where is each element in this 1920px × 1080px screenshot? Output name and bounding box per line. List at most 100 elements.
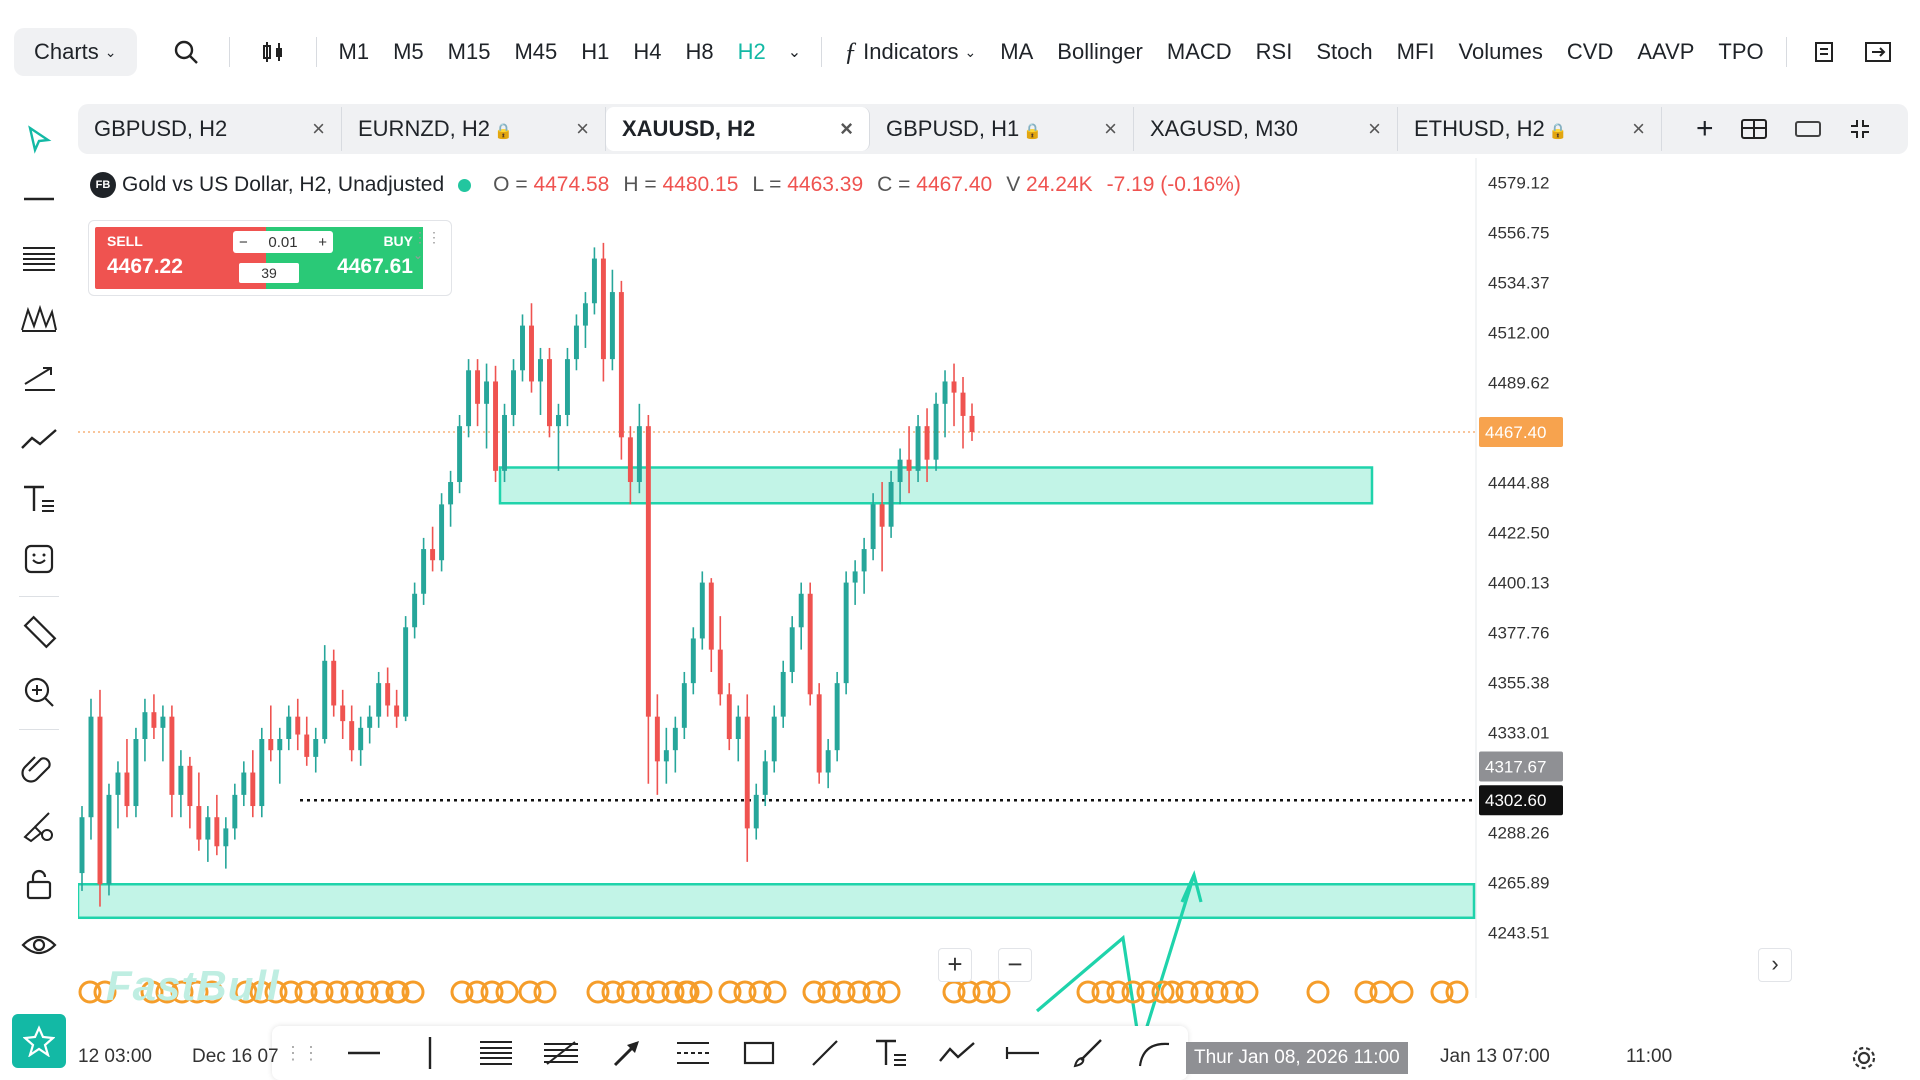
timeframe-m15[interactable]: M15 [447, 39, 491, 64]
indicator-macd[interactable]: MACD [1166, 39, 1232, 64]
horizontal-ray-icon[interactable] [1000, 1031, 1044, 1075]
candle-body [744, 716, 750, 829]
indicator-mfi[interactable]: MFI [1396, 39, 1435, 64]
ruler-icon[interactable] [9, 603, 69, 661]
indicator-rsi[interactable]: RSI [1255, 39, 1293, 64]
candle-body [115, 772, 121, 795]
tab-eurnzd-h2[interactable]: EURNZD, H2 🔒 × [342, 107, 606, 151]
cursor-icon[interactable] [9, 110, 69, 168]
brush-icon[interactable] [1066, 1031, 1110, 1075]
candle-body [645, 426, 651, 717]
search-icon[interactable] [163, 29, 209, 75]
price-chart[interactable]: 4579.12 4556.75 4534.37 4512.00 4489.62 4444.… [78, 158, 1908, 1080]
vertical-line-icon[interactable] [408, 1031, 452, 1075]
candle-body [600, 258, 606, 360]
zoom-out-button[interactable]: − [998, 948, 1032, 982]
timeframe-m45[interactable]: M45 [514, 39, 558, 64]
sell-button[interactable]: SELL 4467.22 [95, 227, 229, 289]
pattern-icon[interactable] [9, 290, 69, 348]
emoji-sticker-icon[interactable] [9, 530, 69, 588]
arrow-icon[interactable] [605, 1031, 649, 1075]
timeframe-m1[interactable]: M1 [338, 39, 370, 64]
drawing-mode-icon[interactable] [9, 796, 69, 854]
magnet-icon[interactable] [9, 736, 69, 794]
ray-line-icon[interactable] [803, 1031, 847, 1075]
collapse-icon[interactable] [1848, 117, 1872, 141]
scroll-right-button[interactable]: › [1758, 948, 1792, 982]
horizontal-line-icon[interactable] [9, 170, 69, 228]
support-price-tag: 4302.60 [1485, 791, 1546, 810]
candle-body [906, 459, 912, 471]
indicator-tpo[interactable]: TPO [1718, 39, 1764, 64]
trend-line-icon[interactable] [9, 410, 69, 468]
lock-drawings-icon[interactable] [9, 856, 69, 914]
indicator-aavp[interactable]: AAVP [1637, 39, 1695, 64]
indicator-ma[interactable]: MA [1000, 39, 1034, 64]
close-icon[interactable]: × [576, 116, 589, 141]
polyline-icon[interactable] [935, 1031, 979, 1075]
candle-body [223, 828, 229, 847]
zoom-in-icon[interactable] [9, 663, 69, 721]
event-marker-icon [957, 980, 981, 1004]
lot-size-stepper[interactable]: − 0.01 + [233, 231, 333, 253]
indicator-cvd[interactable]: CVD [1566, 39, 1614, 64]
close-icon[interactable]: × [1632, 116, 1645, 141]
zoom-in-button[interactable]: + [938, 948, 972, 982]
lot-decrease-button[interactable]: − [239, 233, 248, 251]
layout-icon[interactable] [1740, 118, 1768, 140]
sell-label: SELL [107, 233, 143, 249]
indicator-volumes[interactable]: Volumes [1458, 39, 1543, 64]
drag-handle-icon[interactable]: ⋮⋮ [284, 1042, 320, 1063]
fib-retracement-icon[interactable] [474, 1031, 518, 1075]
indicator-stoch[interactable]: Stoch [1316, 39, 1373, 64]
tab-xauusd-h2[interactable]: XAUUSD, H2 × [606, 107, 870, 151]
lot-increase-button[interactable]: + [318, 233, 327, 251]
close-icon[interactable]: × [1104, 116, 1117, 141]
tab-xagusd-m30[interactable]: XAGUSD, M30 × [1134, 107, 1398, 151]
fib-extension-icon[interactable] [540, 1031, 584, 1075]
text-tool-icon[interactable] [869, 1031, 913, 1075]
tab-label: GBPUSD, H1 [886, 116, 1020, 141]
chart-pane[interactable]: 4579.12 4556.75 4534.37 4512.00 4489.62 4444.… [78, 158, 1908, 1080]
close-icon[interactable]: × [312, 116, 325, 141]
candle-body [663, 750, 669, 762]
visibility-eye-icon[interactable] [9, 916, 69, 974]
timeframe-h8[interactable]: H8 [685, 39, 714, 64]
charts-menu-button[interactable]: Charts ⌄ [14, 28, 137, 76]
candle-body [394, 705, 400, 717]
indicator-bollinger[interactable]: Bollinger [1057, 39, 1143, 64]
parallel-channel-icon[interactable] [671, 1031, 715, 1075]
drag-handle-icon[interactable]: ⋮⋮ ⌄ [413, 229, 441, 262]
window-icon[interactable] [1794, 118, 1822, 140]
text-tool-icon[interactable] [9, 470, 69, 528]
rectangle-icon[interactable] [737, 1031, 781, 1075]
lot-size-value[interactable]: 0.01 [268, 233, 298, 251]
settings-gear-icon[interactable] [1850, 1044, 1878, 1077]
timeframe-h4[interactable]: H4 [633, 39, 662, 64]
event-marker-icon [1235, 980, 1259, 1004]
candle-type-icon[interactable] [250, 29, 296, 75]
projection-icon[interactable] [9, 350, 69, 408]
add-tab-icon[interactable]: + [1696, 112, 1714, 145]
timeframe-m5[interactable]: M5 [393, 39, 424, 64]
tab-gbpusd-h2[interactable]: GBPUSD, H2 × [78, 107, 342, 151]
candle-body [286, 716, 292, 740]
horizontal-line-icon[interactable] [342, 1031, 386, 1075]
timeframe-dropdown-icon[interactable]: ⌄ [787, 44, 802, 61]
favorites-star-icon[interactable] [12, 1014, 66, 1068]
close-icon[interactable]: × [1368, 116, 1381, 141]
candle-body [151, 712, 157, 728]
timeframe-h1[interactable]: H1 [581, 39, 610, 64]
enter-fullscreen-icon[interactable] [1855, 29, 1901, 75]
tab-ethusd-h2[interactable]: ETHUSD, H2 🔒 × [1398, 107, 1662, 151]
timeframe-h2[interactable]: H2 [737, 39, 766, 64]
object-list-icon[interactable] [1801, 29, 1847, 75]
tab-gbpusd-h1[interactable]: GBPUSD, H1 🔒 × [870, 107, 1134, 151]
close-icon[interactable]: × [840, 116, 853, 141]
fib-levels-icon[interactable] [9, 230, 69, 288]
event-marker-icon [1121, 980, 1145, 1004]
arc-icon[interactable] [1132, 1031, 1176, 1075]
indicators-button[interactable]: ƒ Indicators ⌄ [832, 37, 988, 67]
symbol-title[interactable]: Gold vs US Dollar, H2, Unadjusted [122, 173, 445, 196]
